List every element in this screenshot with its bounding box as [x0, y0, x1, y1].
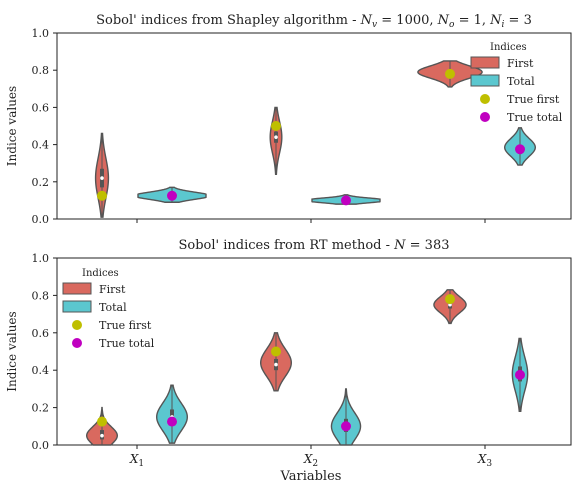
title-no-value: = 1, — [454, 13, 490, 28]
legend: Indices First Total True first True total — [470, 42, 563, 124]
legend-label-total: Total — [507, 75, 535, 88]
y-tick-label: 0.4 — [32, 364, 50, 377]
true-total-marker-x3 — [515, 144, 525, 155]
panel-shapley: 0.0 0.2 0.4 0.6 0.8 1.0 Indice values Sobol' in… — [5, 13, 572, 226]
legend-label-true-first: True first — [99, 319, 152, 332]
true-total-marker-x1 — [167, 416, 177, 427]
legend-title: Indices — [490, 42, 527, 53]
y-tick-label: 0.8 — [32, 64, 50, 77]
y-tick-label: 0.2 — [32, 176, 50, 189]
legend-marker-true-first — [72, 320, 82, 330]
legend-label-first: First — [99, 283, 126, 296]
true-first-marker-x2 — [271, 346, 281, 357]
y-tick-label: 0.0 — [32, 439, 50, 452]
legend-marker-true-first — [480, 94, 490, 104]
legend-marker-true-total — [72, 338, 82, 348]
legend-title: Indices — [82, 268, 119, 279]
title-n-symbol: N — [393, 238, 406, 253]
legend-label-true-first: True first — [507, 93, 560, 106]
title-no-subscript: o — [449, 20, 455, 30]
title-prefix: Sobol' indices from Shapley algorithm - — [96, 13, 361, 28]
x-tick-symbol: X — [129, 452, 139, 466]
x-tick-subscript: 2 — [312, 459, 318, 469]
true-first-marker-x2 — [271, 121, 281, 131]
y-axis-label: Indice values — [5, 86, 19, 166]
legend: Indices First Total True first True total — [62, 268, 155, 350]
title-prefix: Sobol' indices from RT method - — [179, 238, 395, 253]
legend-swatch-first — [62, 282, 92, 295]
axes-frame — [56, 32, 572, 220]
title-ni-value: = 3 — [504, 13, 531, 28]
true-first-marker-x3 — [445, 294, 455, 305]
y-tick-label: 0.4 — [32, 139, 50, 152]
legend-label-true-total: True total — [507, 111, 563, 124]
legend-label-first: First — [507, 57, 534, 70]
x-tick-label: X3 — [477, 452, 493, 469]
x-axis-label: Variables — [280, 469, 342, 484]
title-ni-symbol: N — [489, 13, 502, 28]
axes-frame — [56, 257, 572, 446]
x-tick-symbol: X — [303, 452, 313, 466]
title-ni-subscript: i — [502, 20, 505, 30]
y-tick-label: 0.2 — [32, 402, 50, 415]
violin-median-dot — [100, 433, 104, 438]
title-n-value: = 383 — [406, 238, 450, 253]
title-no-symbol: N — [437, 13, 450, 28]
legend-swatch-total — [470, 74, 500, 87]
true-first-marker-x3 — [445, 68, 455, 79]
legend-swatch-total — [62, 300, 92, 313]
y-tick-label: 0.6 — [32, 327, 50, 340]
x-tick-label: X2 — [303, 452, 318, 469]
x-tick-symbol: X — [477, 452, 487, 466]
legend-label-true-total: True total — [99, 337, 155, 350]
violin-median-dot — [274, 135, 278, 139]
true-first-marker-x1 — [97, 416, 107, 427]
y-tick-label: 0.0 — [32, 213, 50, 226]
chart-title: Sobol' indices from RT method - N = 383 — [179, 238, 450, 253]
x-tick-subscript: 3 — [486, 459, 492, 469]
x-tick-label: X1 — [129, 452, 144, 469]
true-total-marker-x2 — [341, 195, 351, 206]
y-tick-label: 1.0 — [32, 27, 50, 40]
legend-swatch-first — [470, 56, 500, 69]
true-first-marker-x1 — [97, 190, 107, 201]
y-tick-label: 0.8 — [32, 289, 50, 302]
violin-median-dot — [100, 176, 104, 180]
title-nv-subscript: v — [372, 20, 377, 30]
legend-marker-true-total — [480, 112, 490, 122]
title-nv-symbol: N — [360, 13, 373, 28]
violin-median-dot — [274, 362, 278, 367]
y-tick-label: 1.0 — [32, 252, 50, 265]
panel-rt: 0.0 0.2 0.4 0.6 0.8 1.0 Indice values Sobol' in… — [5, 238, 572, 469]
legend-label-total: Total — [99, 301, 127, 314]
true-total-marker-x1 — [167, 190, 177, 201]
chart-title: Sobol' indices from Shapley algorithm - … — [96, 13, 532, 30]
y-axis-label: Indice values — [5, 311, 19, 391]
x-tick-subscript: 1 — [138, 459, 144, 469]
true-total-marker-x3 — [515, 369, 525, 380]
y-tick-label: 0.6 — [32, 101, 50, 114]
true-total-marker-x2 — [341, 421, 351, 432]
title-nv-value: = 1000, — [377, 13, 438, 28]
